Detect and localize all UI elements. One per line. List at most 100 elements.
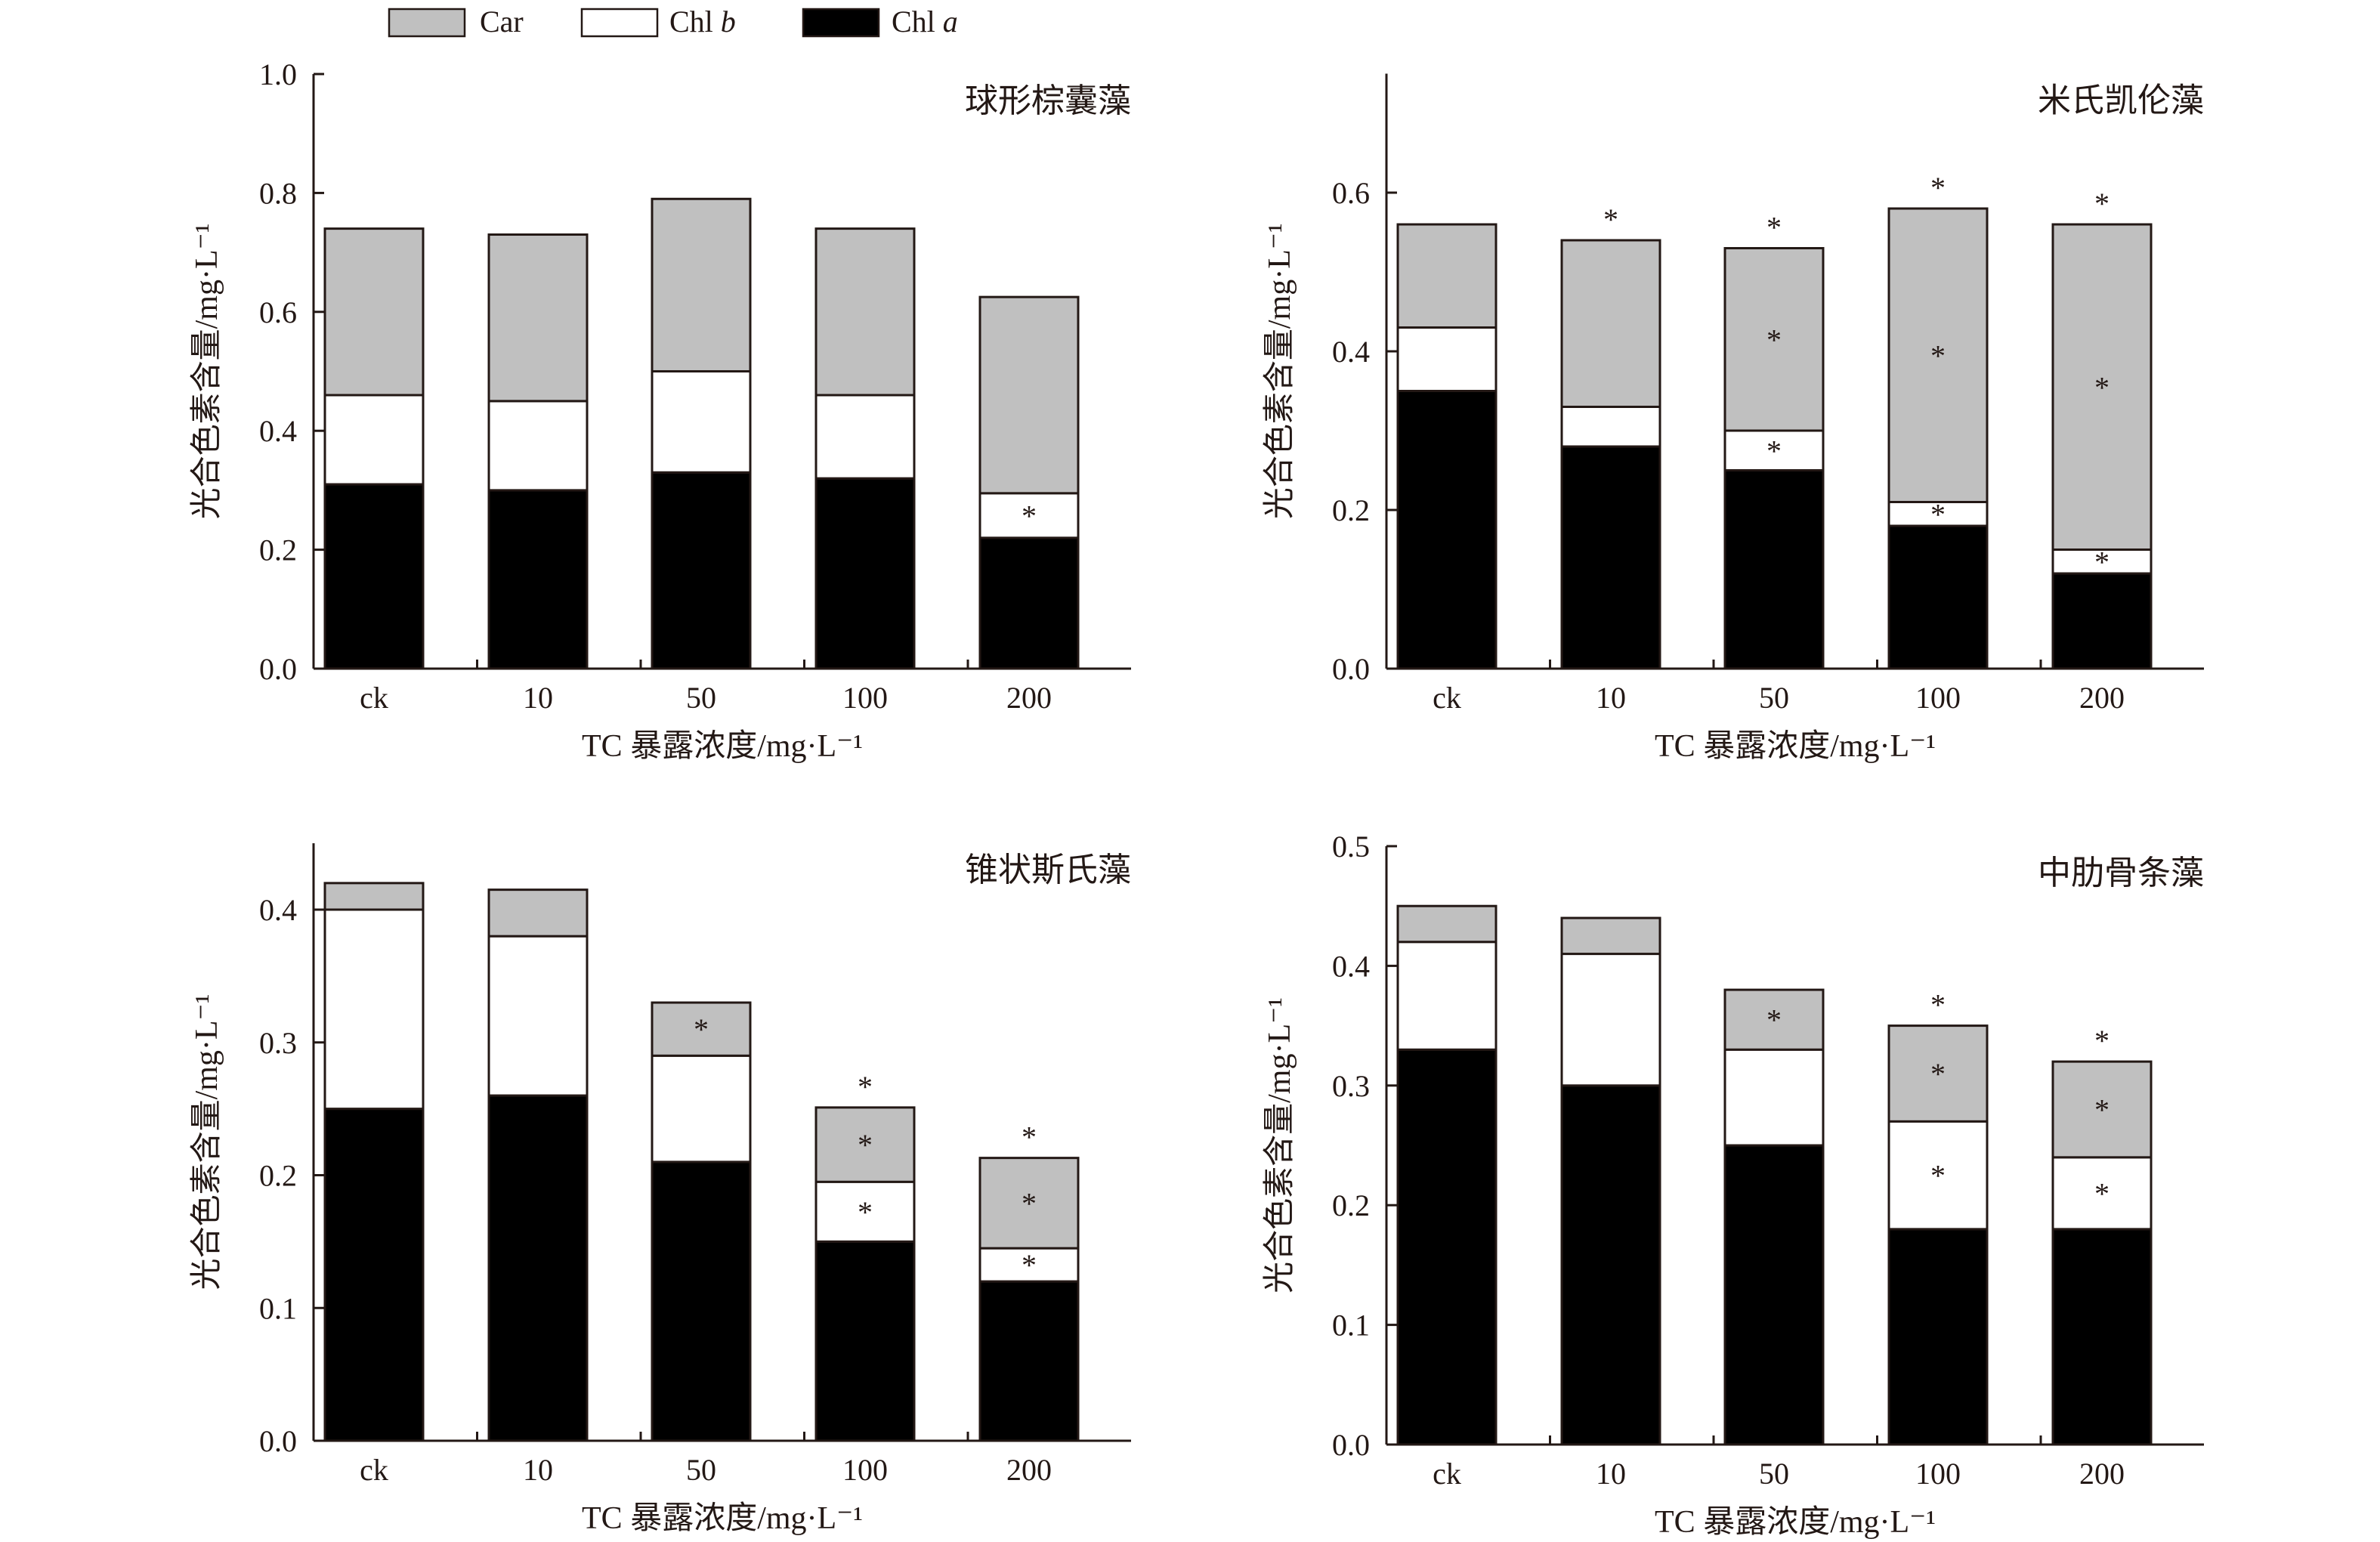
significance-marker: * xyxy=(1022,1186,1037,1220)
bar-segment-chl-a xyxy=(814,477,916,670)
legend-swatch-chl-a xyxy=(802,8,880,38)
bar-segment-chl-a xyxy=(487,489,589,670)
bar-segment-chl-a xyxy=(2051,572,2153,670)
significance-marker: * xyxy=(1766,211,1782,245)
x-tick-label: 200 xyxy=(1006,1453,1052,1487)
x-tick-label: 10 xyxy=(1596,681,1626,715)
bar-segment-chl-a xyxy=(978,536,1080,670)
bar-stack-ck xyxy=(323,882,425,1442)
significance-marker: * xyxy=(694,1012,709,1046)
bar-segment-chl-b xyxy=(323,394,425,486)
significance-marker: * xyxy=(1766,1003,1782,1037)
x-tick-label: 50 xyxy=(686,1453,716,1487)
x-tick-label: 10 xyxy=(523,1453,553,1487)
y-axis-label: 光合色素含量/mg·L⁻¹ xyxy=(1263,223,1297,519)
legend: Car Chl b Chl a xyxy=(388,5,958,39)
significance-marker: * xyxy=(2094,1024,2110,1058)
x-tick-label: 50 xyxy=(1759,681,1789,715)
bar-segment-chl-a xyxy=(2051,1228,2153,1446)
y-tick-label: 0.2 xyxy=(259,533,297,567)
significance-marker: * xyxy=(2094,545,2110,579)
y-tick-label: 0.6 xyxy=(259,295,297,329)
y-tick-label: 0.4 xyxy=(259,414,297,448)
legend-label: Car xyxy=(480,5,524,39)
y-tick-label: 0.0 xyxy=(1332,652,1370,686)
bar-segment-chl-b xyxy=(1560,406,1661,448)
bar-segment-car xyxy=(814,1106,916,1183)
bar-segment-car xyxy=(1560,916,1661,956)
bar-stack-ck xyxy=(323,227,425,670)
significance-marker: * xyxy=(1766,434,1782,468)
y-tick-label: 0.2 xyxy=(1332,1188,1370,1222)
y-tick-label: 0.1 xyxy=(259,1291,297,1325)
bar-segment-chl-a xyxy=(1887,524,1989,670)
x-tick-label: 200 xyxy=(1006,681,1052,715)
bar-stack-10 xyxy=(487,233,589,670)
y-tick-label: 0.8 xyxy=(259,176,297,210)
panel-3: 0.0 0.1 0.2 0.3 0.4 ck 10 * 50 * * * 100 * * * 200 锥状斯氏藻 T… xyxy=(190,843,1131,1536)
legend-label: Chl b xyxy=(669,5,736,39)
y-tick-label: 0.4 xyxy=(1332,949,1370,983)
significance-marker: * xyxy=(858,1195,873,1229)
y-tick-label: 0.5 xyxy=(1332,830,1370,864)
bar-segment-car xyxy=(1723,988,1825,1051)
y-tick-label: 0.3 xyxy=(1332,1069,1370,1103)
bar-segment-chl-b xyxy=(2051,549,2153,575)
bar-segment-car xyxy=(1396,223,1498,329)
bar-segment-car xyxy=(487,888,589,938)
bar-stack-200: * * * xyxy=(978,1120,1080,1442)
bar-stack-100: * * * xyxy=(1887,988,1989,1446)
panel-title: 中肋骨条藻 xyxy=(2038,854,2204,892)
bar-segment-car xyxy=(487,233,589,403)
bar-segment-chl-b xyxy=(651,370,752,474)
legend-label: Chl a xyxy=(892,5,958,39)
significance-marker: * xyxy=(1930,338,1946,372)
panel-1: 0.0 0.2 0.4 0.6 0.8 1.0 ck 10 50 100 * 200 球形棕囊藻 TC 暴… xyxy=(190,57,1131,764)
bar-segment-chl-a xyxy=(978,1280,1080,1442)
bar-segment-car xyxy=(323,882,425,911)
bar-segment-chl-a xyxy=(1560,1084,1661,1446)
significance-marker: * xyxy=(1022,499,1037,533)
bar-stack-10 xyxy=(1560,916,1661,1446)
bar-stack-200: * xyxy=(978,295,1080,670)
y-tick-label: 0.2 xyxy=(1332,493,1370,527)
y-tick-label: 0.0 xyxy=(259,652,297,686)
x-tick-label: 100 xyxy=(1915,1457,1961,1491)
x-tick-label: 50 xyxy=(686,681,716,715)
x-tick-label: 10 xyxy=(523,681,553,715)
panel-title: 米氏凯伦藻 xyxy=(2038,82,2204,119)
y-tick-label: 0.1 xyxy=(1332,1309,1370,1343)
y-tick-label: 0.3 xyxy=(259,1026,297,1060)
bar-segment-chl-a xyxy=(1396,1048,1498,1446)
x-tick-label: 100 xyxy=(1915,681,1961,715)
bar-stack-50 xyxy=(651,197,752,670)
bar-stack-100: * * * xyxy=(814,1070,916,1442)
bar-segment-chl-a xyxy=(814,1240,916,1442)
bar-stack-200: * * * xyxy=(2051,187,2153,670)
x-axis-label: TC 暴露浓度/mg·L⁻¹ xyxy=(582,1501,863,1536)
bar-segment-chl-a xyxy=(487,1094,589,1442)
bar-segment-car xyxy=(1396,904,1498,944)
legend-swatch-chl-b xyxy=(580,8,659,38)
bar-stack-ck xyxy=(1396,223,1498,670)
bar-segment-chl-b xyxy=(487,400,589,492)
bar-segment-chl-a xyxy=(1723,1144,1825,1446)
bar-segment-chl-a xyxy=(651,471,752,670)
bar-segment-car xyxy=(2051,1060,2153,1159)
significance-marker: * xyxy=(1022,1120,1037,1154)
panel-4: 0.0 0.1 0.2 0.3 0.4 0.5 ck 10 * 50 * * * 100 * * * 200 中肋骨… xyxy=(1263,830,2204,1540)
bar-segment-car xyxy=(978,295,1080,495)
x-tick-label: 10 xyxy=(1596,1457,1626,1491)
bar-segment-car xyxy=(1887,207,1989,503)
panel-title: 锥状斯氏藻 xyxy=(965,851,1131,888)
bar-segment-car xyxy=(1723,247,1825,432)
bar-stack-200: * * * xyxy=(2051,1024,2153,1446)
x-axis-label: TC 暴露浓度/mg·L⁻¹ xyxy=(1655,1505,1936,1540)
bar-segment-car xyxy=(651,1001,752,1057)
significance-marker: * xyxy=(1766,323,1782,357)
significance-marker: * xyxy=(1930,171,1946,205)
bar-segment-chl-b xyxy=(1723,1048,1825,1147)
bar-stack-ck xyxy=(1396,904,1498,1446)
y-tick-label: 0.0 xyxy=(259,1424,297,1458)
